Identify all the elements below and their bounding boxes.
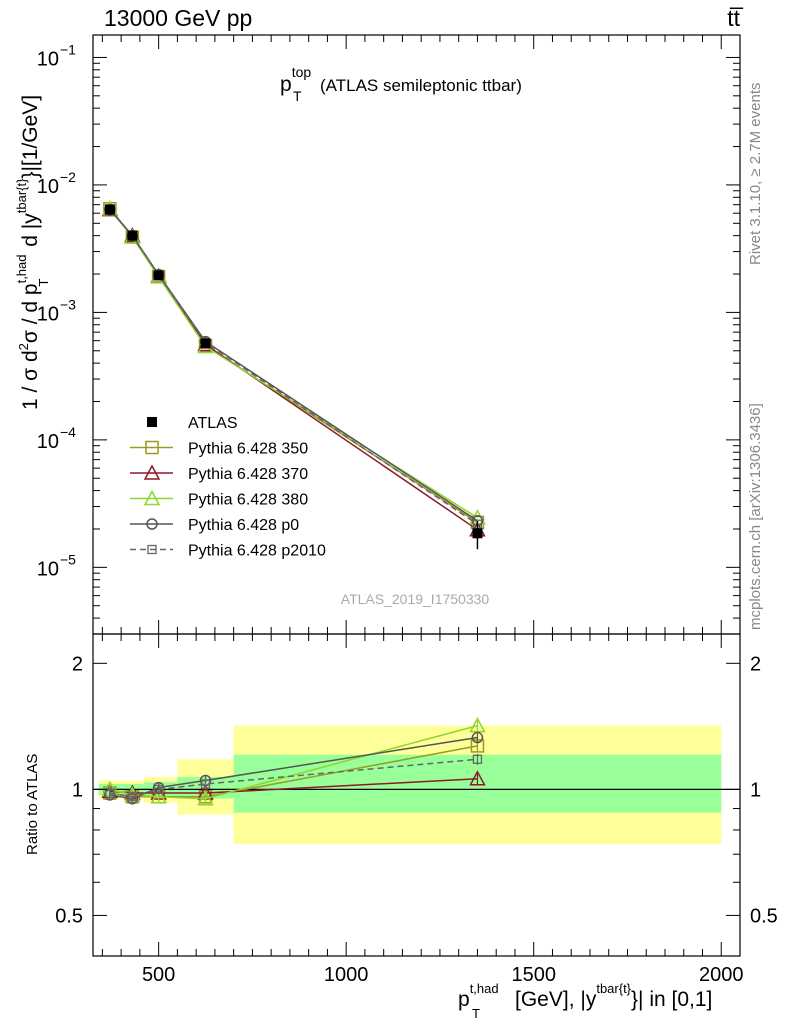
legend-marker bbox=[145, 440, 159, 455]
main-plot: 10−510−410−310−210−1 bbox=[37, 34, 741, 635]
main-ytick-label: 10 bbox=[37, 558, 59, 580]
atlas-point bbox=[472, 528, 483, 539]
title-p: p bbox=[280, 73, 292, 96]
title-sub: T bbox=[293, 88, 302, 104]
legend-item: ATLAS bbox=[147, 415, 238, 432]
title-sup: top bbox=[292, 64, 312, 80]
ratio-plot: 0.5 0.5 1 1 2 2 500 1000 1500 2000 bbox=[55, 633, 778, 986]
ratio-series-point bbox=[197, 790, 214, 806]
atlas-point bbox=[127, 230, 138, 241]
legend-label: Pythia 6.428 p0 bbox=[188, 517, 299, 534]
main-ytick-label: 10 bbox=[37, 303, 59, 325]
ratio-series-point bbox=[150, 788, 167, 804]
ratio-series-4 bbox=[105, 753, 483, 803]
legend-label: Pythia 6.428 370 bbox=[188, 466, 308, 483]
ratio-series-point bbox=[469, 717, 486, 733]
header-energy-label: 13000 GeV pp bbox=[104, 5, 252, 31]
xtick-label: 1500 bbox=[511, 964, 556, 986]
main-ytick-label: 10 bbox=[37, 176, 59, 198]
legend-label: Pythia 6.428 p2010 bbox=[188, 543, 326, 560]
main-ytick-label-exp: −5 bbox=[60, 551, 76, 567]
svg-text:[GeV], |ytbar{t}}| in [0,1]: [GeV], |ytbar{t}}| in [0,1] bbox=[515, 981, 712, 1011]
ratio-series-point bbox=[469, 770, 486, 786]
title-rest: (ATLAS semileptonic ttbar) bbox=[320, 76, 522, 95]
legend-item: Pythia 6.428 380 bbox=[130, 489, 308, 509]
atlas-point bbox=[104, 204, 115, 215]
atlas-point bbox=[153, 270, 164, 281]
main-ytick-label-exp: −1 bbox=[60, 41, 76, 57]
legend-marker bbox=[143, 489, 161, 506]
legend-item: Pythia 6.428 p0 bbox=[130, 517, 299, 534]
main-series-atlas bbox=[104, 204, 483, 550]
legend-marker bbox=[143, 464, 161, 480]
xtick-label: 2000 bbox=[699, 964, 744, 986]
analysis-watermark: ATLAS_2019_I1750330 bbox=[341, 591, 490, 607]
legend-item: Pythia 6.428 p2010 bbox=[130, 543, 326, 560]
ratio-series-point bbox=[127, 792, 138, 802]
xlabel: pt,had T [GeV], |ytbar{t}}| in [0,1] bbox=[458, 981, 712, 1021]
svg-text:ptop: ptop bbox=[280, 64, 311, 96]
ratio-ytick-label: 0.5 bbox=[55, 905, 83, 927]
ratio-ytick-label-right: 1 bbox=[750, 779, 761, 801]
legend-label: Pythia 6.428 380 bbox=[188, 492, 308, 509]
atlas-point bbox=[200, 338, 211, 349]
xtick-label: 1000 bbox=[324, 964, 369, 986]
ratio-series-point bbox=[200, 779, 211, 789]
legend: ATLAS Pythia 6.428 350 Pythia 6.428 370 Pyt… bbox=[130, 415, 326, 560]
main-ylabel: 1 / σ d2σ / d pt,had T d |ytbar{t}}|[1/Ge… bbox=[14, 95, 51, 410]
main-ytick-label: 10 bbox=[37, 431, 59, 453]
legend-label: Pythia 6.428 350 bbox=[188, 441, 308, 458]
ratio-frame bbox=[92, 633, 741, 957]
ratio-ylabel: Ratio to ATLAS bbox=[24, 754, 41, 855]
ratio-ytick-label-right: 0.5 bbox=[750, 905, 778, 927]
main-ytick-label-exp: −4 bbox=[60, 424, 76, 440]
legend-item: Pythia 6.428 370 bbox=[130, 464, 308, 483]
legend-marker bbox=[146, 518, 158, 530]
rivet-version-label: Rivet 3.1.10, ≥ 2.7M events bbox=[747, 83, 764, 266]
legend-item: Pythia 6.428 350 bbox=[130, 441, 308, 458]
svg-text:T: T bbox=[472, 1006, 480, 1021]
ratio-series-point bbox=[105, 788, 115, 798]
main-ytick-label-exp: −3 bbox=[60, 296, 76, 312]
xtick-label: 500 bbox=[142, 964, 175, 986]
mcplots-label: mcplots.cern.ch [arXiv:1306.3436] bbox=[747, 403, 764, 630]
ratio-ytick-label: 1 bbox=[72, 779, 83, 801]
main-ytick-label: 10 bbox=[37, 48, 59, 70]
ratio-series-point bbox=[472, 754, 483, 764]
main-title: ptop T (ATLAS semileptonic ttbar) bbox=[280, 64, 522, 104]
header-process-label: tt̅ bbox=[727, 5, 743, 31]
ratio-ytick-label: 2 bbox=[72, 653, 83, 675]
svg-text:pt,had: pt,had bbox=[458, 981, 499, 1011]
legend-marker bbox=[147, 417, 157, 427]
ratio-series-point bbox=[153, 784, 164, 795]
ratio-series-point bbox=[471, 731, 484, 744]
ratio-ytick-label-right: 2 bbox=[750, 653, 761, 675]
legend-marker bbox=[147, 544, 157, 555]
legend-label: ATLAS bbox=[188, 415, 238, 432]
main-ytick-label-exp: −2 bbox=[60, 169, 76, 185]
